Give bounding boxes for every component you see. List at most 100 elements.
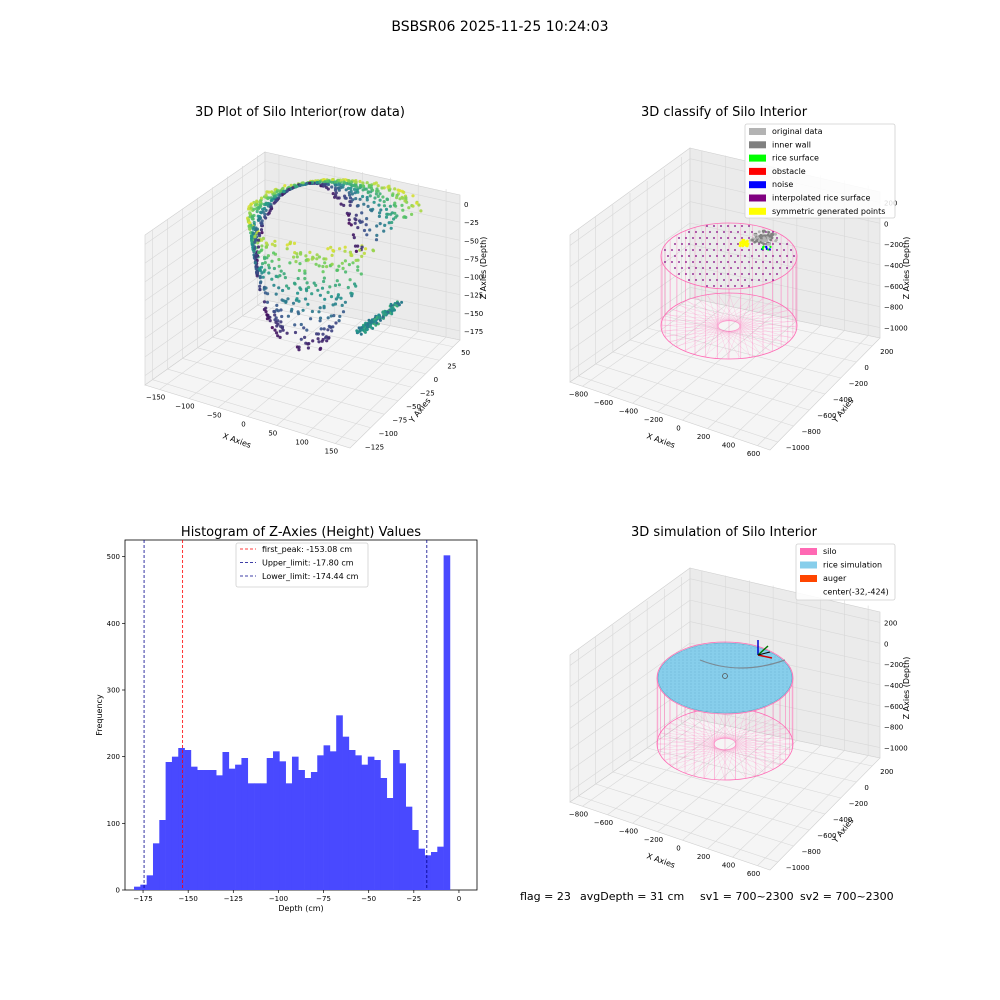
raw-point [254, 254, 258, 258]
rice-point [738, 677, 740, 679]
interpolated-point [734, 249, 736, 251]
rice-point [722, 650, 724, 652]
rice-point [742, 647, 744, 649]
panel-simulation-title: 3D simulation of Silo Interior [631, 525, 818, 540]
rice-point [726, 656, 728, 658]
rice-point [746, 683, 748, 685]
raw-point [307, 285, 311, 289]
raw-point [304, 254, 308, 258]
x-tick-label: −400 [619, 407, 638, 415]
simulation-z-ticks: 200 0 −200 −400 −600 −800 −1000 [884, 619, 908, 752]
rice-point [750, 704, 752, 706]
raw-point [344, 196, 348, 200]
rice-point [678, 677, 680, 679]
raw-point [266, 254, 270, 258]
rice-point [674, 674, 676, 676]
rice-point [666, 683, 668, 685]
rice-point [706, 698, 708, 700]
rice-point [734, 653, 736, 655]
raw-point [284, 300, 288, 304]
simulation-gridlines [569, 570, 881, 866]
raw-point [401, 208, 405, 212]
raw-point [348, 193, 352, 197]
raw-point [393, 201, 397, 205]
interpolated-point [734, 273, 736, 275]
rice-point [686, 683, 688, 685]
raw-point [314, 283, 318, 287]
symmetric-point [738, 244, 742, 248]
raw-point [359, 272, 363, 276]
raw-point [274, 198, 279, 202]
raw-point [390, 306, 394, 310]
rice-point [682, 683, 684, 685]
rice-point [674, 689, 676, 691]
gridline [159, 302, 280, 390]
rice-point [730, 695, 732, 697]
rice-point [770, 653, 772, 655]
raw-point [260, 262, 265, 266]
rice-point [702, 668, 704, 670]
raw-point [285, 189, 289, 193]
interpolated-point [758, 267, 760, 269]
gridline [144, 179, 266, 264]
y-tick-label: 200 [107, 753, 120, 761]
histogram-bar [443, 555, 451, 890]
rice-point [678, 665, 680, 667]
raw-point [259, 204, 263, 208]
rice-point [738, 656, 740, 658]
interpolated-point [783, 249, 785, 251]
rice-point [718, 674, 720, 676]
rice-point [702, 686, 704, 688]
rice-point [782, 665, 784, 667]
gridline [569, 158, 691, 246]
rice-point [730, 692, 732, 694]
z-tick-label: −800 [884, 304, 903, 312]
raw-point [354, 180, 358, 184]
rice-point [718, 671, 720, 673]
interpolated-point [741, 237, 743, 239]
interpolated-point [741, 285, 743, 287]
histogram-bar [247, 783, 255, 890]
rice-point [686, 686, 688, 688]
y-tick-label: −200 [849, 800, 868, 808]
rice-point [730, 665, 732, 667]
rice-point [762, 668, 764, 670]
rice-point [778, 680, 780, 682]
z-tick-label: −125 [464, 292, 483, 300]
rice-point [734, 689, 736, 691]
rice-point [666, 668, 668, 670]
rice-point [746, 686, 748, 688]
rice-point [718, 704, 720, 706]
rice-point [758, 683, 760, 685]
rice-point [682, 653, 684, 655]
rice-point [690, 683, 692, 685]
rice-point [710, 695, 712, 697]
rice-point [690, 653, 692, 655]
raw-point [270, 242, 274, 246]
rice-point [718, 689, 720, 691]
gridline [144, 253, 266, 339]
raw-point [295, 255, 299, 259]
raw-point [411, 204, 415, 208]
rice-point [674, 677, 676, 679]
rice-point [694, 680, 696, 682]
rice-point [754, 701, 756, 703]
interpolated-point [744, 255, 746, 257]
x-tick-label: −400 [619, 827, 638, 835]
interpolated-point [737, 279, 739, 281]
y-tick-label: −400 [833, 816, 852, 824]
rice-point [710, 668, 712, 670]
simulation-floor-pane [569, 717, 881, 871]
rice-point [746, 698, 748, 700]
rice-point [718, 692, 720, 694]
interpolated-point [692, 261, 694, 263]
interpolated-point [793, 255, 795, 257]
raw-point [375, 189, 379, 193]
rice-point [726, 692, 728, 694]
gridline [595, 363, 794, 427]
interpolated-point [765, 279, 767, 281]
raw-point [269, 205, 273, 209]
rice-point [698, 683, 700, 685]
z-tick-label: −200 [884, 241, 903, 249]
